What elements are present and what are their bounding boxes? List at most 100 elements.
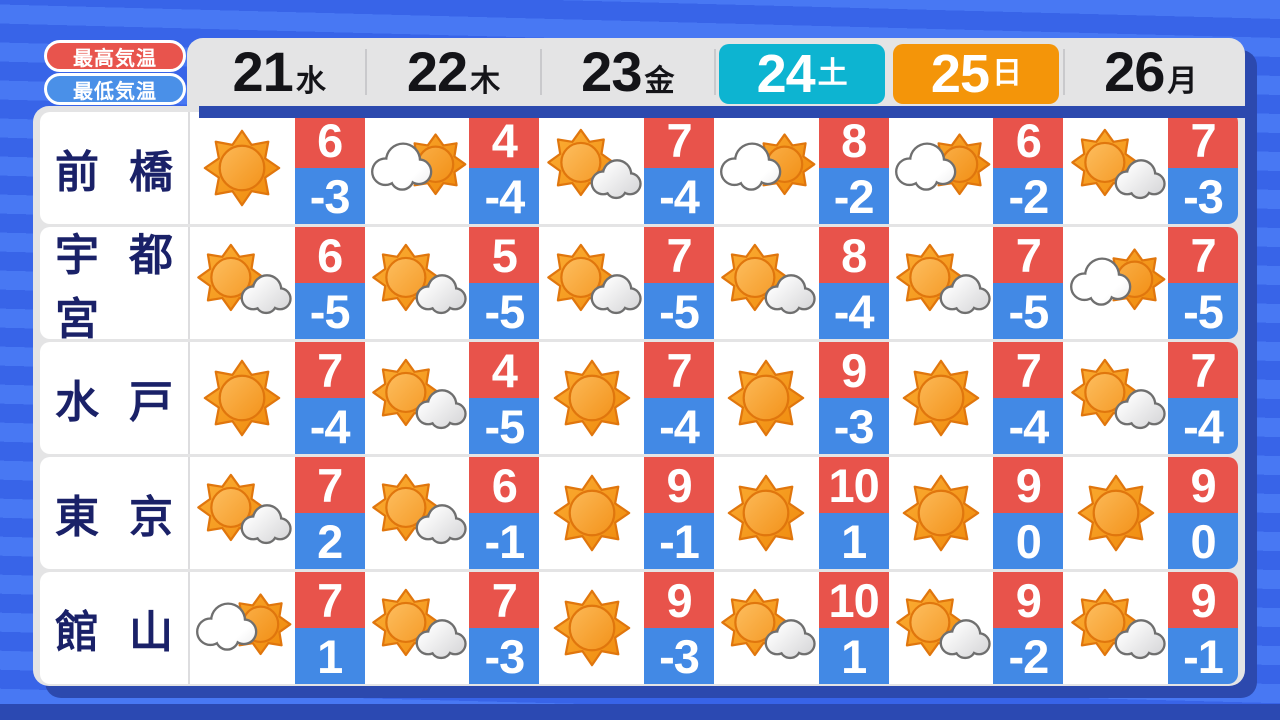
day-header-25: 25 日 — [889, 38, 1063, 106]
forecast-cell: 7 -3 — [1063, 112, 1238, 224]
date-label: 25 日 — [893, 44, 1060, 104]
temperature-column: 4 -4 — [469, 112, 540, 224]
city-label: 館山 — [55, 608, 173, 657]
day-header-21: 21 水 — [192, 38, 366, 106]
low-temperature: 0 — [1168, 513, 1238, 569]
sunny-icon — [539, 457, 644, 569]
temperature-column: 9 -2 — [993, 572, 1064, 684]
high-temperature: 7 — [993, 227, 1064, 283]
day-header-26: 26 月 — [1062, 38, 1238, 106]
temperature-column: 7 -3 — [1168, 112, 1238, 224]
low-temperature: -5 — [1168, 283, 1238, 339]
sunny-icon — [1063, 457, 1168, 569]
low-temperature: -3 — [644, 628, 715, 684]
forecast-cell: 7 -5 — [889, 227, 1064, 339]
city-label: 東京 — [55, 493, 173, 542]
low-temperature: -5 — [294, 283, 365, 339]
high-temperature: 4 — [469, 342, 540, 398]
city-cell: 前橋 — [40, 112, 190, 224]
forecast-cell: 7 -4 — [1063, 342, 1238, 454]
city-label: 水戸 — [55, 378, 173, 427]
forecast-cell: 6 -5 — [190, 227, 365, 339]
forecast-cell: 10 1 — [714, 572, 889, 684]
sunny-then-cloudy-icon — [889, 572, 994, 684]
cloudy-then-sunny-icon — [714, 112, 819, 224]
date-number: 26 — [1104, 40, 1165, 103]
low-temperature: 1 — [294, 628, 365, 684]
temperature-column: 7 -4 — [644, 342, 715, 454]
cloudy-then-sunny-icon — [365, 112, 470, 224]
temperature-column: 6 -2 — [993, 112, 1064, 224]
temperature-column: 8 -4 — [818, 227, 889, 339]
city-cell: 水戸 — [40, 342, 190, 454]
cloudy-then-sunny-icon — [1063, 227, 1168, 339]
bottom-band — [0, 704, 1280, 720]
high-temperature: 8 — [818, 112, 889, 168]
sunny-then-cloudy-icon — [190, 457, 295, 569]
temperature-column: 4 -5 — [469, 342, 540, 454]
city-label: 前橋 — [55, 148, 173, 197]
low-temperature: -5 — [469, 398, 540, 454]
high-temperature: 9 — [818, 342, 889, 398]
high-temperature: 10 — [818, 457, 889, 513]
date-label: 21 水 — [233, 44, 326, 100]
forecast-cell: 6 -3 — [190, 112, 365, 224]
temperature-column: 7 -4 — [1168, 342, 1238, 454]
min-temp-legend-badge: 最低気温 — [44, 73, 186, 105]
min-temp-legend-label: 最低気温 — [73, 80, 157, 103]
high-temperature: 7 — [294, 572, 365, 628]
day-header-24: 24 土 — [713, 38, 889, 106]
temperature-column: 7 -5 — [993, 227, 1064, 339]
low-temperature: -2 — [818, 168, 889, 224]
low-temperature: -4 — [1168, 398, 1238, 454]
forecast-cell: 7 -4 — [190, 342, 365, 454]
high-temperature: 9 — [1168, 572, 1238, 628]
forecast-cell: 7 -4 — [889, 342, 1064, 454]
high-temperature: 9 — [644, 457, 715, 513]
weather-row-1: 宇都宮 6 -5 5 -5 7 -5 8 -4 7 -5 7 -5 — [40, 227, 1238, 339]
forecast-cell: 9 -1 — [539, 457, 715, 569]
low-temperature: -2 — [993, 628, 1064, 684]
sunny-then-cloudy-icon — [1063, 342, 1168, 454]
temperature-column: 7 -3 — [469, 572, 540, 684]
high-temperature: 7 — [1168, 112, 1238, 168]
date-label: 26 月 — [1104, 44, 1197, 100]
low-temperature: -1 — [644, 513, 715, 569]
forecast-cell: 9 -2 — [889, 572, 1064, 684]
low-temperature: -1 — [469, 513, 540, 569]
city-label: 宇都宮 — [55, 231, 173, 339]
high-temperature: 7 — [1168, 227, 1238, 283]
forecast-cell: 7 -3 — [365, 572, 540, 684]
weekday-label: 月 — [1167, 65, 1198, 98]
high-temperature: 4 — [469, 112, 540, 168]
sunny-icon — [714, 342, 819, 454]
weekday-label: 水 — [295, 65, 326, 98]
low-temperature: -5 — [993, 283, 1064, 339]
sunny-then-cloudy-icon — [889, 227, 994, 339]
weather-row-4: 館山 7 1 7 -3 9 -3 10 1 9 -2 9 -1 — [40, 572, 1238, 684]
forecast-cell: 4 -5 — [365, 342, 540, 454]
temperature-column: 9 -3 — [644, 572, 715, 684]
high-temperature: 7 — [644, 112, 715, 168]
forecast-cell: 7 -4 — [539, 342, 715, 454]
sunny-icon — [889, 342, 994, 454]
temperature-column: 7 -5 — [644, 227, 715, 339]
sunny-then-cloudy-icon — [365, 227, 470, 339]
weather-row-2: 水戸 7 -4 4 -5 7 -4 9 -3 7 -4 7 -4 — [40, 342, 1238, 454]
low-temperature: -4 — [818, 283, 889, 339]
low-temperature: -2 — [993, 168, 1064, 224]
sunny-icon — [190, 112, 295, 224]
low-temperature: -5 — [644, 283, 715, 339]
weekday-label: 金 — [644, 65, 675, 98]
temperature-column: 9 -1 — [644, 457, 715, 569]
forecast-cell: 9 -3 — [539, 572, 715, 684]
temperature-column: 8 -2 — [818, 112, 889, 224]
high-temperature: 10 — [818, 572, 889, 628]
date-number: 21 — [232, 40, 294, 103]
forecast-cell: 10 1 — [714, 457, 889, 569]
temperature-column: 10 1 — [818, 572, 889, 684]
